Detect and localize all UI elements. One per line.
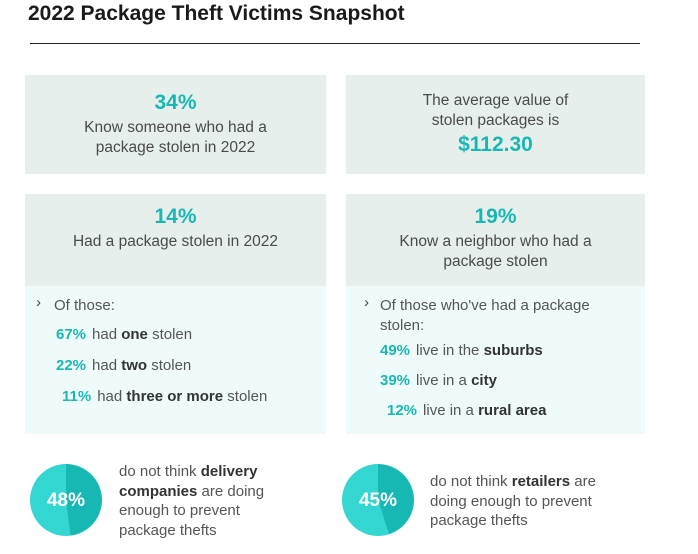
breakdown-intro: stolen:	[380, 317, 425, 334]
list-item: 11% had three or more stolen	[62, 388, 268, 405]
stat-text-line: Know a neighbor who had a	[399, 233, 592, 250]
breakdown-panel-right: › Of those who've had a package stolen: …	[346, 286, 645, 434]
stat-card-average-value: The average value of stolen packages is …	[346, 75, 645, 174]
list-item: 12% live in a rural area	[387, 402, 547, 419]
stat-text-line: package stolen in 2022	[95, 139, 256, 156]
stat-card-neighbor: 19% Know a neighbor who had a package st…	[346, 194, 645, 286]
stat-text-line: stolen packages is	[431, 112, 560, 129]
list-item: 22% had two stolen	[56, 357, 192, 374]
stat-card-had-stolen: 14% Had a package stolen in 2022	[25, 194, 326, 286]
stat-text-line: The average value of	[422, 92, 569, 109]
stat-text-line: Had a package stolen in 2022	[72, 233, 279, 250]
list-item: 49% live in the suburbs	[380, 342, 543, 359]
stat-value: $112.30	[458, 133, 533, 156]
page-title: 2022 Package Theft Victims Snapshot	[28, 2, 405, 25]
donut-note-retailers: do not think retailers are doing enough …	[430, 473, 596, 529]
title-divider	[30, 43, 640, 44]
stat-text-line: package stolen	[443, 253, 548, 270]
breakdown-intro: Of those who've had a package	[380, 297, 590, 314]
list-item: 67% had one stolen	[56, 326, 193, 343]
donut-chart-retailers	[342, 464, 414, 536]
stat-card-know-someone: 34% Know someone who had a package stole…	[25, 75, 326, 174]
donut-value: 48%	[46, 490, 86, 511]
breakdown-intro: Of those:	[54, 297, 115, 314]
chevron-right-icon: ›	[364, 294, 369, 311]
donut-chart-delivery	[30, 464, 102, 536]
stat-value: 34%	[154, 91, 197, 114]
stat-value: 19%	[474, 205, 517, 228]
stat-value: 14%	[154, 205, 197, 228]
donut-note-delivery: do not think delivery companies are doin…	[119, 463, 265, 539]
donut-value: 45%	[358, 490, 398, 511]
breakdown-panel-left: › Of those: 67% had one stolen 22% had two…	[25, 286, 326, 434]
stat-text-line: Know someone who had a	[84, 119, 267, 136]
chevron-right-icon: ›	[36, 294, 41, 311]
list-item: 39% live in a city	[380, 372, 497, 389]
